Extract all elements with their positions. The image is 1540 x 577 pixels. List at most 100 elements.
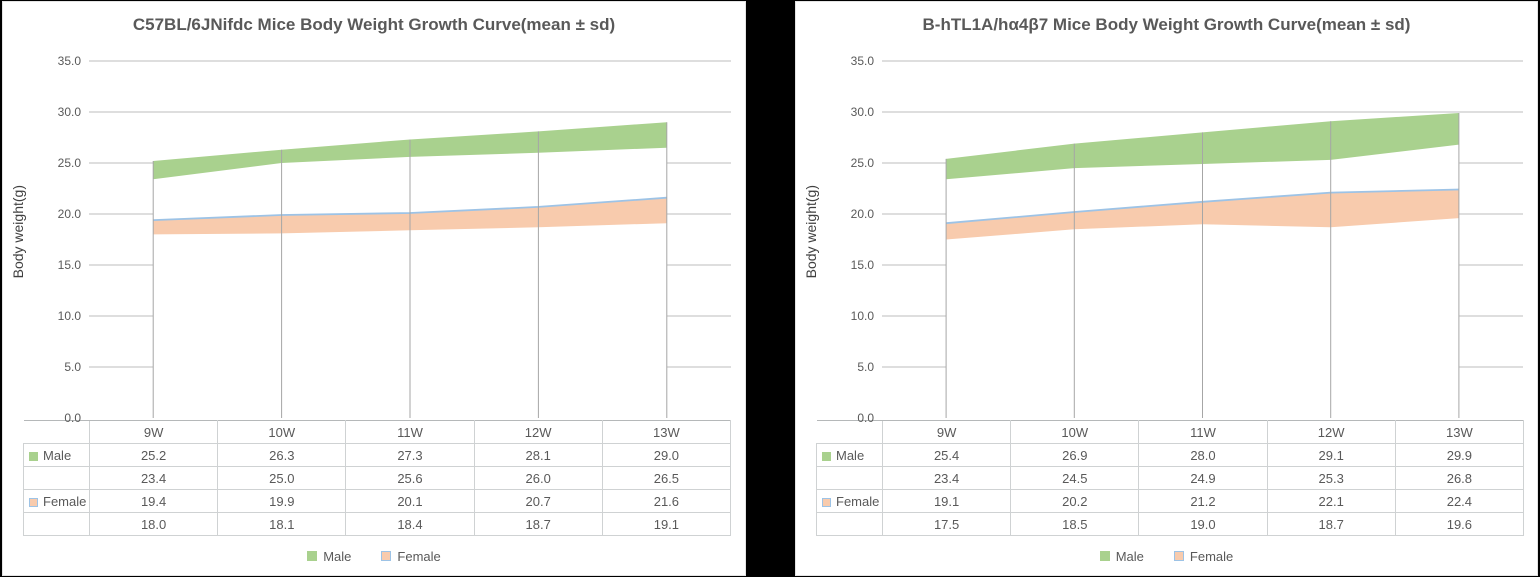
value-cell: 27.3: [345, 443, 475, 467]
value-cell: 22.1: [1266, 489, 1396, 513]
y-tick-label: 0.0: [857, 411, 874, 425]
y-tick-label: 25.0: [57, 156, 81, 170]
chart-title: C57BL/6JNifdc Mice Body Weight Growth Cu…: [132, 15, 616, 34]
panel-divider: [747, 0, 794, 577]
value-cell: 24.9: [1138, 466, 1268, 490]
chart-area: Body weight(g) 0.0 5.0 10.0 15.0 20.0 25.0 30.…: [796, 44, 1537, 425]
y-axis-tick-labels: 0.0 5.0 10.0 15.0 20.0 25.0 30.0 35.0: [826, 44, 882, 425]
category-label: 12W: [1266, 420, 1396, 444]
value-cell: 26.8: [1394, 466, 1525, 490]
female-swatch-icon: [381, 551, 392, 561]
value-cell: 19.1: [601, 512, 732, 536]
series-label-cell: Male: [23, 443, 90, 467]
value-cell: 20.1: [345, 489, 475, 513]
y-tick-label: 20.0: [57, 207, 81, 221]
table-row: 18.0 18.1 18.4 18.7 19.1: [23, 512, 732, 536]
legend-item-male: Male: [1099, 548, 1144, 564]
category-label: 13W: [1394, 420, 1525, 444]
band-chart-svg: [882, 60, 1523, 418]
value-cell: 18.4: [345, 512, 475, 536]
legend-item-female: Female: [381, 548, 441, 564]
band-chart-svg: [89, 60, 731, 418]
value-cell: 28.1: [473, 443, 603, 467]
male-swatch-icon: [1099, 551, 1110, 561]
series-name: Male: [836, 447, 865, 463]
series-label-cell: [23, 512, 90, 536]
value-cell: 19.1: [881, 489, 1012, 513]
y-tick-label: 20.0: [850, 207, 874, 221]
value-cell: 26.5: [601, 466, 732, 490]
legend-label: Female: [1189, 548, 1234, 564]
value-cell: 19.0: [1138, 512, 1268, 536]
table-corner-cell: [816, 420, 883, 444]
value-cell: 29.9: [1394, 443, 1525, 467]
legend-label: Female: [397, 548, 441, 564]
male-swatch-icon: [822, 451, 831, 461]
y-tick-label: 30.0: [57, 105, 81, 119]
value-cell: 20.2: [1010, 489, 1140, 513]
y-axis-title-wrap: Body weight(g): [796, 44, 826, 420]
value-cell: 25.4: [881, 443, 1012, 467]
value-cell: 19.9: [217, 489, 347, 513]
value-cell: 26.3: [217, 443, 347, 467]
legend-label: Male: [1115, 548, 1144, 564]
series-name: Female: [836, 493, 880, 509]
category-label: 9W: [88, 420, 219, 444]
plot-area: [89, 44, 731, 420]
series-label-cell: Male: [816, 443, 883, 467]
value-cell: 17.5: [881, 512, 1012, 536]
male-swatch-icon: [307, 551, 318, 561]
value-cell: 25.2: [88, 443, 219, 467]
chart-panel-right: B-hTL1A/hα4β7 Mice Body Weight Growth Cu…: [795, 1, 1538, 576]
data-table: 9W 10W 11W 12W 13W Male 25.2 26.3 27.3 28.1 29.0 23…: [23, 420, 732, 536]
series-name: Female: [43, 493, 87, 509]
y-axis-title: Body weight(g): [10, 185, 26, 279]
y-axis-tick-labels: 0.0 5.0 10.0 15.0 20.0 25.0 30.0 35.0: [33, 44, 89, 425]
value-cell: 22.4: [1394, 489, 1525, 513]
y-tick-label: 35.0: [850, 54, 874, 68]
category-label: 13W: [601, 420, 732, 444]
value-cell: 23.4: [88, 466, 219, 490]
table-row: 9W 10W 11W 12W 13W: [816, 420, 1525, 444]
value-cell: 26.9: [1010, 443, 1140, 467]
table-row: Female 19.1 20.2 21.2 22.1 22.4: [816, 489, 1525, 513]
y-tick-label: 15.0: [57, 258, 81, 272]
series-name: Male: [43, 447, 72, 463]
table-row: 17.5 18.5 19.0 18.7 19.6: [816, 512, 1525, 536]
female-swatch-icon: [1173, 551, 1184, 561]
category-label: 11W: [1138, 420, 1268, 444]
category-label: 10W: [1010, 420, 1140, 444]
data-table: 9W 10W 11W 12W 13W Male 25.4 26.9 28.0 29.1 29.9 23…: [816, 420, 1525, 536]
chart-legend: Male Female: [3, 546, 745, 566]
table-row: 9W 10W 11W 12W 13W: [23, 420, 732, 444]
y-axis-title: Body weight(g): [803, 185, 819, 279]
value-cell: 19.6: [1394, 512, 1525, 536]
series-label-cell: [23, 466, 90, 490]
plot-area: [882, 44, 1523, 420]
category-label: 10W: [217, 420, 347, 444]
chart-panel-left: C57BL/6JNifdc Mice Body Weight Growth Cu…: [2, 1, 746, 576]
y-tick-label: 5.0: [64, 360, 81, 374]
table-row: 23.4 24.5 24.9 25.3 26.8: [816, 466, 1525, 490]
female-swatch-icon: [822, 497, 831, 507]
category-label: 12W: [473, 420, 603, 444]
legend-item-female: Female: [1173, 548, 1234, 564]
value-cell: 23.4: [881, 466, 1012, 490]
y-tick-label: 25.0: [850, 156, 874, 170]
table-row: Male 25.4 26.9 28.0 29.1 29.9: [816, 443, 1525, 467]
value-cell: 21.2: [1138, 489, 1268, 513]
table-row: Female 19.4 19.9 20.1 20.7 21.6: [23, 489, 732, 513]
y-axis-title-wrap: Body weight(g): [3, 44, 33, 420]
category-label: 11W: [345, 420, 475, 444]
female-swatch-icon: [29, 497, 38, 507]
value-cell: 28.0: [1138, 443, 1268, 467]
value-cell: 25.6: [345, 466, 475, 490]
value-cell: 18.7: [473, 512, 603, 536]
value-cell: 19.4: [88, 489, 219, 513]
data-table-wrap: 9W 10W 11W 12W 13W Male 25.2 26.3 27.3 28.1 29.0 23…: [23, 420, 745, 536]
y-tick-label: 15.0: [850, 258, 874, 272]
series-label-cell: Female: [23, 489, 90, 513]
table-row: 23.4 25.0 25.6 26.0 26.5: [23, 466, 732, 490]
value-cell: 29.1: [1266, 443, 1396, 467]
